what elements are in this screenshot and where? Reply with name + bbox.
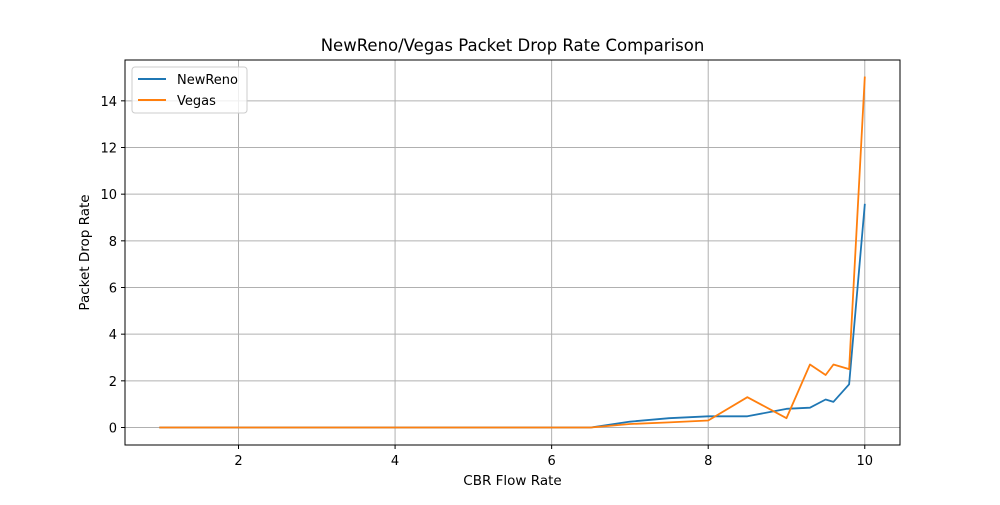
y-tick-label: 8 xyxy=(109,235,117,250)
x-tick-label: 2 xyxy=(234,454,242,469)
legend-label-newreno: NewReno xyxy=(177,73,238,88)
y-tick-label: 14 xyxy=(100,95,117,110)
y-tick-label: 2 xyxy=(109,375,117,390)
grid-lines xyxy=(125,60,900,445)
plot-series xyxy=(159,76,866,429)
axis-ticks: 2 4 6 8 10 0 2 4 6 8 10 12 14 xyxy=(100,95,873,469)
x-tick-label: 8 xyxy=(704,454,712,469)
y-tick-label: 4 xyxy=(109,328,117,343)
chart-title: NewReno/Vegas Packet Drop Rate Compariso… xyxy=(321,36,705,55)
x-tick-label: 10 xyxy=(856,454,873,469)
y-axis-title: Packet Drop Rate xyxy=(77,194,93,310)
series-line-vegas xyxy=(159,76,866,429)
legend: NewReno Vegas xyxy=(131,66,248,114)
x-tick-label: 4 xyxy=(391,454,399,469)
x-tick-label: 6 xyxy=(548,454,556,469)
x-axis-title: CBR Flow Rate xyxy=(463,473,561,489)
y-tick-label: 6 xyxy=(109,282,117,297)
plot-frame xyxy=(124,59,901,446)
y-tick-label: 10 xyxy=(100,188,117,203)
y-tick-label: 0 xyxy=(109,422,117,437)
legend-label-vegas: Vegas xyxy=(177,94,216,109)
y-tick-label: 12 xyxy=(100,142,117,157)
